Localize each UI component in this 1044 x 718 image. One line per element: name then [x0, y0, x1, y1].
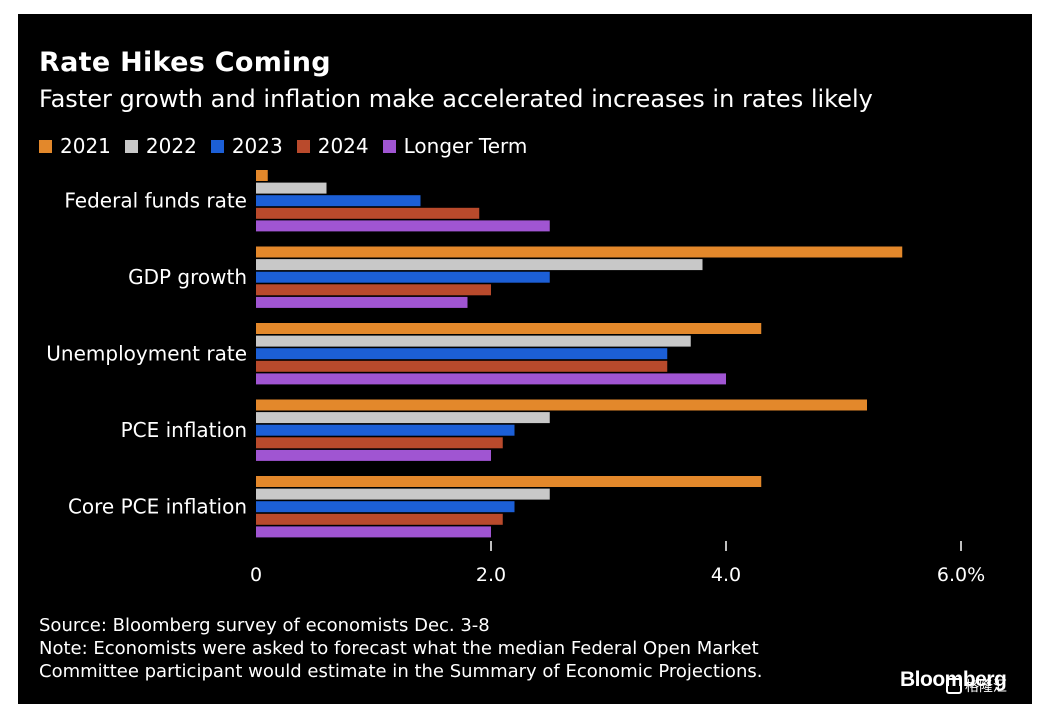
bar-unemployment-rate-longer-term — [256, 373, 726, 385]
bar-pce-inflation-2022 — [256, 412, 550, 424]
x-tick-label: 2.0 — [476, 564, 506, 586]
bars-layer — [256, 170, 903, 538]
bar-pce-inflation-2023 — [256, 424, 515, 436]
x-tick-label: 4.0 — [711, 564, 741, 586]
bar-unemployment-rate-2021 — [256, 323, 762, 334]
watermark-icon — [946, 678, 962, 694]
category-label-gdp-growth: GDP growth — [128, 265, 247, 289]
legend-swatch-2023 — [210, 139, 224, 153]
bar-gdp-growth-2021 — [256, 246, 903, 258]
legend-label-2021: 2021 — [60, 134, 111, 158]
bar-federal-funds-rate-2022 — [256, 182, 327, 194]
chart-legend: 2021 2022 2023 2024 Longer Term — [39, 132, 541, 160]
chart-subtitle: Faster growth and inflation make acceler… — [39, 85, 873, 113]
legend-item-2023: 2023 — [210, 134, 283, 158]
legend-label-2024: 2024 — [317, 134, 369, 158]
legend-swatch-longer-term — [382, 139, 396, 153]
bar-gdp-growth-2023 — [256, 271, 550, 283]
bar-gdp-growth-2024 — [256, 284, 491, 296]
chart-card: Rate Hikes Coming Faster growth and infl… — [18, 14, 1032, 704]
bar-unemployment-rate-2023 — [256, 348, 668, 360]
bar-federal-funds-rate-longer-term — [256, 220, 550, 232]
legend-item-longer-term: Longer Term — [382, 134, 528, 158]
bar-unemployment-rate-2024 — [256, 360, 668, 372]
legend-label-2023: 2023 — [231, 134, 283, 158]
bar-federal-funds-rate-2023 — [256, 195, 421, 207]
legend-item-2024: 2024 — [296, 134, 369, 158]
x-tick-label: 6.0% — [937, 564, 985, 586]
source-note: Source: Bloomberg survey of economists D… — [39, 615, 490, 636]
watermark-text: 格隆汇 — [965, 679, 1007, 695]
category-label-federal-funds-rate: Federal funds rate — [64, 189, 247, 213]
legend-swatch-2021 — [39, 139, 52, 153]
chart-title: Rate Hikes Coming — [39, 47, 331, 78]
bar-federal-funds-rate-2021 — [256, 170, 268, 181]
category-label-unemployment-rate: Unemployment rate — [46, 342, 247, 366]
legend-label-2022: 2022 — [145, 134, 197, 158]
category-label-pce-inflation: PCE inflation — [121, 418, 247, 442]
legend-swatch-2022 — [124, 139, 138, 153]
bar-pce-inflation-2024 — [256, 437, 503, 449]
legend-label-longer-term: Longer Term — [403, 134, 528, 158]
watermark: 格隆汇 — [946, 676, 1007, 696]
bar-core-pce-inflation-2022 — [256, 488, 550, 500]
legend-swatch-2024 — [296, 139, 310, 153]
bar-chart: Federal funds rate GDP growth Unemployment… — [46, 170, 985, 586]
bar-unemployment-rate-2022 — [256, 335, 691, 347]
methodology-note-line-1: Note: Economists were asked to forecast … — [39, 638, 759, 659]
legend-item-2021: 2021 — [39, 134, 111, 158]
category-label-core-pce-inflation: Core PCE inflation — [68, 495, 247, 519]
bar-core-pce-inflation-2021 — [256, 476, 762, 487]
x-axis: 0 2.0 4.0 6.0% — [250, 541, 985, 586]
bar-core-pce-inflation-2024 — [256, 513, 503, 525]
bar-pce-inflation-2021 — [256, 399, 867, 411]
legend-item-2022: 2022 — [124, 134, 197, 158]
bar-gdp-growth-2022 — [256, 259, 703, 271]
bar-federal-funds-rate-2024 — [256, 207, 480, 219]
bar-core-pce-inflation-longer-term — [256, 526, 491, 538]
bar-gdp-growth-longer-term — [256, 296, 468, 308]
x-tick-label: 0 — [250, 564, 262, 586]
bar-pce-inflation-longer-term — [256, 449, 491, 461]
methodology-note-line-2: Committee participant would estimate in … — [39, 661, 763, 682]
category-labels-layer: Federal funds rate GDP growth Unemployment… — [46, 189, 247, 519]
bar-core-pce-inflation-2023 — [256, 501, 515, 513]
